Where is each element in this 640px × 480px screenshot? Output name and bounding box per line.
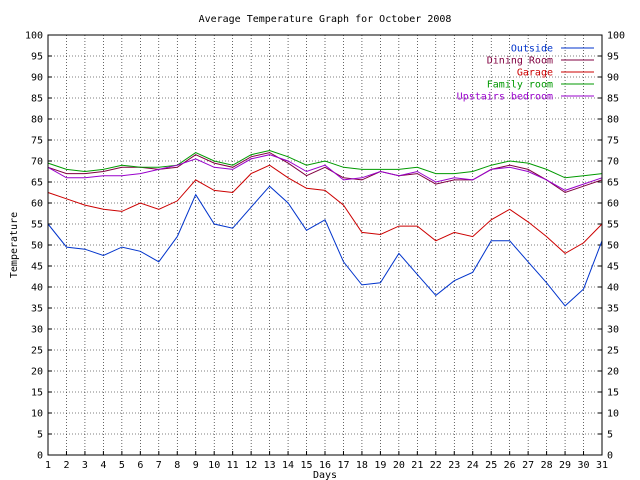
y-tick-label-left: 10 (31, 409, 43, 420)
legend-label-family-room: Family room (487, 80, 553, 91)
x-tick-label: 21 (411, 460, 423, 471)
legend-label-upstairs-bedroom: Upstairs bedroom (457, 92, 553, 103)
x-tick-label: 27 (522, 460, 534, 471)
x-tick-label: 11 (227, 460, 239, 471)
y-tick-label-left: 45 (31, 262, 43, 273)
x-tick-label: 26 (504, 460, 516, 471)
y-tick-label-right: 10 (607, 409, 619, 420)
x-tick-label: 28 (541, 460, 553, 471)
y-tick-label-right: 70 (607, 157, 619, 168)
y-tick-label-right: 30 (607, 325, 619, 336)
y-tick-label-left: 70 (31, 157, 43, 168)
x-tick-label: 19 (374, 460, 386, 471)
legend-label-garage: Garage (517, 68, 553, 79)
y-tick-label-right: 45 (607, 262, 619, 273)
x-tick-label: 31 (596, 460, 608, 471)
x-tick-label: 23 (448, 460, 460, 471)
y-tick-label-right: 5 (607, 430, 613, 441)
y-tick-label-right: 15 (607, 388, 619, 399)
x-tick-label: 18 (356, 460, 368, 471)
x-tick-label: 2 (63, 460, 69, 471)
x-tick-label: 8 (174, 460, 180, 471)
x-tick-label: 9 (193, 460, 199, 471)
x-tick-label: 24 (467, 460, 479, 471)
y-axis-label: Temperature (9, 212, 20, 278)
y-tick-label-right: 35 (607, 304, 619, 315)
y-tick-label-right: 75 (607, 136, 619, 147)
y-tick-label-right: 95 (607, 52, 619, 63)
y-tick-label-left: 55 (31, 220, 43, 231)
x-tick-label: 4 (100, 460, 106, 471)
y-tick-label-left: 75 (31, 136, 43, 147)
x-tick-label: 22 (430, 460, 442, 471)
y-tick-label-right: 55 (607, 220, 619, 231)
x-tick-label: 14 (282, 460, 294, 471)
x-tick-label: 20 (393, 460, 405, 471)
y-tick-label-left: 95 (31, 52, 43, 63)
x-tick-label: 17 (337, 460, 349, 471)
x-tick-label: 1 (45, 460, 51, 471)
series-line-upstairs-bedroom (47, 154, 603, 191)
series-line-outside (47, 185, 603, 307)
y-tick-label-left: 80 (31, 115, 43, 126)
y-tick-label-left: 5 (37, 430, 43, 441)
y-tick-label-left: 35 (31, 304, 43, 315)
y-tick-label-left: 30 (31, 325, 43, 336)
y-tick-label-left: 40 (31, 283, 43, 294)
x-tick-label: 29 (559, 460, 571, 471)
x-tick-label: 5 (119, 460, 125, 471)
legend-label-outside: Outside (511, 44, 553, 55)
x-tick-label: 12 (245, 460, 257, 471)
y-tick-label-right: 20 (607, 367, 619, 378)
x-tick-label: 13 (264, 460, 276, 471)
y-tick-label-right: 65 (607, 178, 619, 189)
series-line-garage (47, 164, 603, 255)
x-tick-label: 25 (485, 460, 497, 471)
y-tick-label-left: 60 (31, 199, 43, 210)
y-tick-label-right: 80 (607, 115, 619, 126)
y-tick-label-right: 100 (607, 31, 625, 42)
y-tick-label-right: 85 (607, 94, 619, 105)
y-tick-label-left: 100 (25, 31, 43, 42)
x-tick-label: 15 (301, 460, 313, 471)
legend-label-dining-room: Dining Room (487, 56, 553, 67)
plot-frame (47, 34, 603, 456)
series-line-family-room (47, 149, 603, 179)
grid-layer (48, 35, 602, 455)
y-tick-label-left: 90 (31, 73, 43, 84)
x-tick-label: 30 (578, 460, 590, 471)
y-tick-label-left: 20 (31, 367, 43, 378)
y-tick-label-left: 50 (31, 241, 43, 252)
y-tick-label-left: 65 (31, 178, 43, 189)
x-tick-label: 16 (319, 460, 331, 471)
y-tick-label-left: 15 (31, 388, 43, 399)
y-tick-label-right: 60 (607, 199, 619, 210)
y-tick-label-left: 0 (37, 451, 43, 462)
series-layer (47, 149, 603, 307)
x-axis-label: Days (313, 470, 337, 480)
y-tick-label-right: 90 (607, 73, 619, 84)
y-tick-label-right: 50 (607, 241, 619, 252)
x-tick-label: 7 (156, 460, 162, 471)
x-tick-label: 3 (82, 460, 88, 471)
y-tick-label-right: 0 (607, 451, 613, 462)
y-tick-label-left: 25 (31, 346, 43, 357)
x-tick-label: 6 (137, 460, 143, 471)
y-tick-label-left: 85 (31, 94, 43, 105)
y-tick-label-right: 40 (607, 283, 619, 294)
chart-title: Average Temperature Graph for October 20… (199, 14, 452, 25)
x-tick-label: 10 (208, 460, 220, 471)
y-tick-label-right: 25 (607, 346, 619, 357)
